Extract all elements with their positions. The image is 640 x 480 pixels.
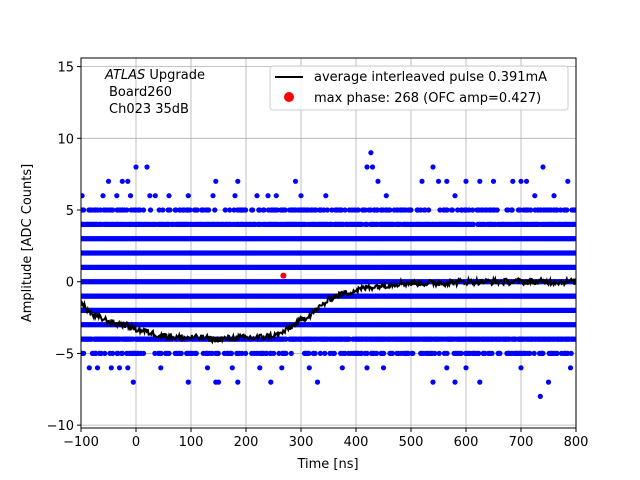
adc-sample-point <box>449 207 455 213</box>
adc-sample-point <box>494 207 500 213</box>
adc-sample-point <box>271 350 277 356</box>
adc-sample-point <box>573 264 576 270</box>
adc-sample-point <box>408 207 414 213</box>
adc-sample-point <box>283 350 289 356</box>
adc-sample-point <box>568 350 574 356</box>
adc-sample-point <box>243 350 249 356</box>
adc-sample-point <box>81 207 87 213</box>
adc-sample-point <box>497 350 503 356</box>
adc-sample-point <box>160 207 166 213</box>
adc-sample-point <box>178 350 184 356</box>
adc-sample-point <box>228 350 235 356</box>
adc-sample-point <box>102 350 108 356</box>
adc-sample-point <box>193 350 199 356</box>
adc-sample-point <box>331 350 337 356</box>
adc-sample-point <box>212 207 218 213</box>
scatter-points <box>81 150 576 399</box>
adc-sample-point <box>81 350 87 356</box>
adc-sample-point <box>509 207 515 213</box>
adc-sample-point <box>426 207 432 213</box>
adc-sample-point <box>531 350 537 356</box>
adc-sample-point <box>166 350 172 356</box>
adc-sample-point <box>215 350 221 356</box>
adc-sample-point <box>206 207 212 213</box>
adc-sample-point <box>444 350 450 356</box>
adc-sample-point <box>489 350 495 356</box>
adc-sample-point <box>243 207 249 213</box>
adc-sample-point <box>322 350 328 356</box>
adc-sample-point <box>167 207 173 213</box>
adc-sample-point <box>410 350 416 356</box>
adc-sample-point <box>381 350 387 356</box>
adc-sample-point <box>147 207 154 213</box>
adc-sample-point <box>312 350 318 356</box>
adc-sample-point <box>572 207 576 213</box>
adc-sample-point <box>540 350 546 356</box>
adc-sample-point <box>250 207 256 213</box>
adc-sample-point <box>140 207 147 213</box>
adc-sample-point <box>288 350 294 356</box>
adc-sample-point <box>436 350 442 356</box>
adc-sample-point <box>564 207 570 213</box>
adc-sample-point <box>140 350 147 356</box>
